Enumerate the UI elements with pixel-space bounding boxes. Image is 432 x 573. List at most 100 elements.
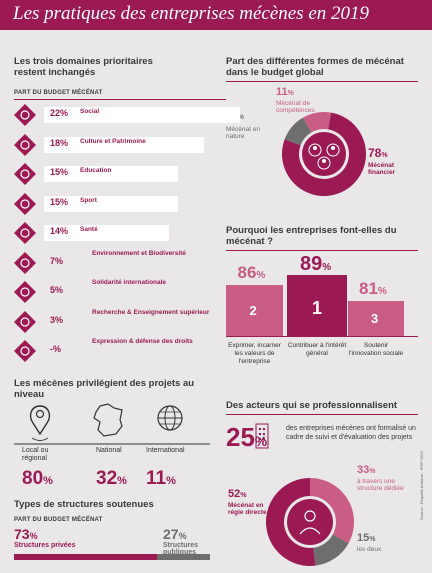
building-icon	[255, 423, 269, 449]
forms-rule	[226, 81, 418, 82]
source-note: Source : Enquête Admical - IFOP 2020	[419, 451, 424, 520]
domain-pct: 15%	[50, 196, 69, 207]
why-title: Pourquoi les entreprises font-elles du m…	[226, 225, 397, 247]
why-rule	[226, 250, 418, 251]
domain-pct: 14%	[50, 226, 69, 236]
forms-nature-label: Mécénat en nature	[226, 126, 260, 140]
sport-icon	[14, 192, 36, 215]
why-bar	[348, 301, 404, 336]
domain-bar	[44, 166, 178, 182]
structures-bar	[14, 554, 210, 560]
domain-pct: -%	[50, 344, 61, 354]
domain-row: 15% Sport	[14, 192, 224, 215]
pro-structure-label: à travers une structure dédiée	[357, 478, 404, 492]
why-bar	[287, 275, 347, 336]
domain-bar	[44, 225, 169, 241]
domain-pct: 3%	[50, 314, 64, 325]
forms-financier-pct: 78%	[368, 146, 388, 160]
domain-label: Culture et Patrimoine	[80, 137, 146, 145]
domain-row: 14% Santé	[14, 222, 224, 244]
domain-bar	[44, 195, 178, 212]
why-pct: 86%	[237, 263, 266, 282]
globe-grid-icon	[157, 405, 183, 431]
domain-label: Solidarité internationale	[92, 279, 167, 286]
pro-rule	[226, 414, 418, 415]
donut-slice	[282, 112, 366, 196]
private-bar-segment	[14, 554, 158, 560]
people-icon	[14, 104, 36, 126]
domain-row: 22% Social	[14, 104, 240, 126]
donut-slice	[303, 112, 332, 133]
public-pct: 27%	[163, 526, 187, 542]
domain-pct: 5%	[50, 285, 64, 295]
domain-label: Education	[80, 167, 112, 174]
public-label: Structures publiques	[163, 542, 199, 556]
domains-title: Les trois domaines prioritaires restent …	[14, 56, 153, 78]
why-bar	[226, 285, 283, 336]
domain-pct: 15%	[50, 167, 69, 177]
domain-bar	[44, 136, 204, 153]
forms-donut	[282, 112, 366, 196]
domain-pct: 7%	[50, 255, 64, 266]
level-pct: 11%	[146, 468, 176, 489]
levels-title: Les mécènes privilégient des projets au …	[14, 378, 195, 400]
france-map-icon	[93, 403, 123, 437]
page-header: Les pratiques des entreprises mécènes en…	[0, 0, 432, 30]
donut-slice	[284, 117, 312, 146]
why-baseline	[226, 336, 418, 337]
pro-structure-pct: 33%	[357, 464, 376, 476]
pro-both-pct: 15%	[357, 532, 376, 544]
domain-row: 15% Education	[14, 163, 224, 185]
pro-title: Des acteurs qui se professionnalisent	[226, 400, 398, 411]
domains-rule	[14, 99, 226, 100]
megaphone-icon	[14, 340, 36, 362]
pro-stat-text: des entreprises mécènes ont formalisé un…	[286, 425, 416, 441]
domain-pct: 18%	[50, 137, 69, 148]
structures-title: Types de structures soutenues	[14, 499, 154, 510]
level-label: Local ou régional	[22, 447, 49, 462]
domain-label: Recherche & Enseignement supérieur	[92, 308, 210, 316]
level-pct: 32%	[96, 468, 127, 489]
pro-stat-pct: 25%	[226, 422, 268, 452]
why-label: Exprimer, incarner les valeurs de l'entr…	[228, 342, 281, 365]
education-icon	[14, 163, 36, 185]
why-pct: 89%	[300, 253, 332, 275]
pro-center-icon	[287, 499, 333, 545]
forms-financier-label: Mécénat financier	[368, 162, 396, 176]
palette-icon	[14, 133, 36, 156]
forms-competences-label: Mécénat de compétences	[276, 100, 315, 114]
why-rank: 2	[249, 302, 257, 318]
health-icon	[14, 222, 36, 244]
forms-title: Part des différentes formes de mécénat d…	[226, 56, 404, 78]
forms-center-icon	[302, 132, 346, 176]
donut-slice	[310, 478, 354, 544]
domain-row: 3% Recherche & Enseignement supérieur	[14, 308, 224, 333]
domain-label: Santé	[80, 226, 98, 233]
domain-row: 18% Culture et Patrimoine	[14, 133, 224, 156]
donut-slice	[266, 478, 316, 566]
donut-slice	[313, 534, 349, 566]
domain-row: -% Expression & défense des droits	[14, 338, 224, 362]
page-title: Les pratiques des entreprises mécènes en…	[13, 3, 370, 24]
domain-label: Sport	[80, 196, 97, 204]
pro-donut	[266, 478, 354, 566]
why-label: Soutenir l'innovation sociale	[348, 342, 404, 357]
forms-competences-pct: 11%	[276, 86, 294, 98]
domain-row: 7% Environnement et Biodiversité	[14, 249, 224, 274]
domain-pct: 22%	[50, 108, 69, 118]
why-pct: 81%	[359, 279, 387, 298]
research-icon	[14, 310, 36, 333]
domain-label: Social	[80, 108, 100, 115]
level-pct: 80%	[22, 468, 53, 489]
structures-subtitle: PART DU BUDGET MÉCÉNAT	[14, 517, 103, 523]
domains-subtitle: PART DU BUDGET MÉCÉNAT	[14, 90, 103, 96]
globe-icon	[14, 281, 36, 303]
pro-both-label: les deux	[357, 546, 382, 553]
why-rank: 3	[371, 310, 379, 326]
domain-row: 5% Solidarité internationale	[14, 279, 224, 303]
pro-regie-pct: 52%	[228, 488, 247, 500]
leaf-icon	[14, 251, 36, 274]
domain-label: Environnement et Biodiversité	[92, 249, 186, 257]
pro-regie-label: Mécénat en régie directe	[228, 502, 267, 516]
level-label: National	[96, 447, 122, 454]
